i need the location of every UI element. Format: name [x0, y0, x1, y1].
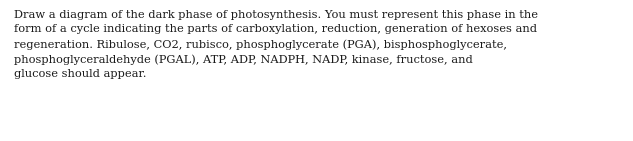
Text: Draw a diagram of the dark phase of photosynthesis. You must represent this phas: Draw a diagram of the dark phase of phot… [14, 10, 538, 79]
